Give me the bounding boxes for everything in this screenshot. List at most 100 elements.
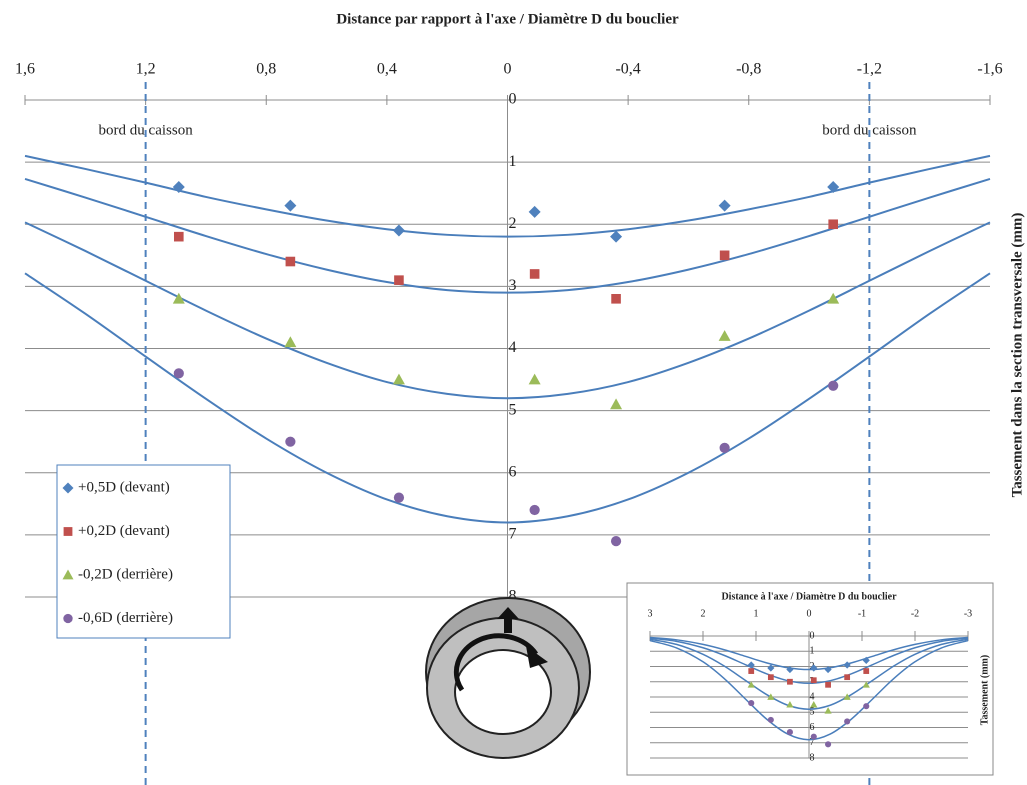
marker xyxy=(824,665,832,674)
marker xyxy=(718,199,731,212)
marker xyxy=(285,436,296,447)
marker xyxy=(786,665,794,674)
marker xyxy=(611,294,621,304)
marker xyxy=(62,482,74,494)
fit-curve xyxy=(24,154,991,238)
x-tick-label: -1,6 xyxy=(977,61,1002,78)
y-tick-label: 1 xyxy=(509,153,517,170)
y-axis-title: Tassement dans la section transversale (… xyxy=(1009,213,1025,498)
ring-hole xyxy=(454,649,552,735)
main-chart: Distance par rapport à l'axe / Diamètre … xyxy=(15,11,1025,785)
x-tick-label: 1,2 xyxy=(136,61,156,78)
y-tick-label: 0 xyxy=(509,91,517,108)
marker xyxy=(173,368,184,379)
advance-arrow xyxy=(504,617,512,633)
marker xyxy=(810,733,817,740)
marker xyxy=(767,664,775,672)
tunnel-icon xyxy=(425,597,591,759)
marker xyxy=(844,718,851,725)
x-axis-title: Distance à l'axe / Diamètre D du bouclie… xyxy=(721,591,897,602)
marker xyxy=(827,180,840,193)
fit-curve xyxy=(649,637,969,685)
marker xyxy=(610,230,623,243)
marker xyxy=(529,269,540,279)
y-tick-label: 0 xyxy=(810,630,815,641)
y-tick-label: 8 xyxy=(509,588,517,605)
y-tick-label: 1 xyxy=(810,646,815,657)
rotation-arrow xyxy=(453,633,539,692)
x-tick-label: 1,6 xyxy=(15,61,35,78)
marker xyxy=(284,199,297,212)
y-tick-label: 5 xyxy=(810,707,815,718)
marker xyxy=(528,205,541,218)
marker xyxy=(63,613,73,624)
marker xyxy=(719,442,730,453)
y-tick-label: 6 xyxy=(509,463,517,480)
marker xyxy=(392,373,405,385)
marker xyxy=(719,250,730,261)
marker xyxy=(843,693,851,700)
marker xyxy=(810,677,817,684)
marker xyxy=(828,219,838,230)
y-tick-label: 3 xyxy=(509,277,517,294)
marker xyxy=(827,292,840,304)
arrow-head xyxy=(526,646,548,668)
marker xyxy=(787,678,793,685)
marker xyxy=(747,681,755,688)
x-tick-label: 0 xyxy=(504,61,512,78)
marker xyxy=(825,741,832,748)
marker xyxy=(172,292,185,304)
y-tick-label: 7 xyxy=(810,737,815,748)
y-tick-label: 2 xyxy=(509,215,517,232)
marker xyxy=(824,707,832,714)
marker xyxy=(285,256,296,267)
marker xyxy=(63,527,73,536)
marker xyxy=(610,535,622,547)
x-tick-label: -2 xyxy=(911,608,919,619)
marker xyxy=(863,668,870,674)
x-tick-label: 2 xyxy=(701,608,706,619)
marker xyxy=(748,668,755,674)
advance-arrow-head xyxy=(497,607,519,619)
x-tick-label: -3 xyxy=(964,608,972,619)
x-tick-label: -1,2 xyxy=(857,61,882,78)
marker xyxy=(843,661,851,669)
legend-box xyxy=(56,464,231,639)
x-tick-label: 0,8 xyxy=(256,61,276,78)
marker xyxy=(825,681,831,688)
marker xyxy=(767,674,774,681)
x-axis-title: Distance par rapport à l'axe / Diamètre … xyxy=(336,11,679,27)
marker xyxy=(284,336,297,348)
x-tick-label: -0,8 xyxy=(736,61,761,78)
legend-label: +0,5D (devant) xyxy=(78,479,170,495)
marker xyxy=(863,703,870,710)
x-tick-label: 0,4 xyxy=(377,61,397,78)
marker xyxy=(529,504,540,516)
marker xyxy=(172,180,185,193)
marker xyxy=(828,380,839,391)
x-tick-label: -0,4 xyxy=(615,61,640,78)
marker xyxy=(394,275,404,285)
x-tick-label: -1 xyxy=(858,608,866,619)
annotation: bord du caisson xyxy=(99,122,194,138)
y-tick-label: 8 xyxy=(810,752,815,763)
x-tick-label: 0 xyxy=(807,608,812,619)
legend-label: -0,6D (derrière) xyxy=(78,610,173,626)
marker xyxy=(528,373,541,385)
marker xyxy=(748,700,755,707)
marker xyxy=(62,569,74,580)
y-axis-title: Tassement (mm) xyxy=(979,655,990,725)
x-tick-label: 1 xyxy=(754,608,759,619)
y-tick-label: 6 xyxy=(810,722,815,733)
marker xyxy=(862,681,870,688)
marker xyxy=(810,664,818,672)
marker xyxy=(786,729,793,736)
marker xyxy=(392,224,405,237)
y-tick-label: 4 xyxy=(810,691,815,702)
marker xyxy=(786,701,794,708)
marker xyxy=(810,701,818,708)
marker xyxy=(610,398,623,410)
marker xyxy=(718,330,731,341)
